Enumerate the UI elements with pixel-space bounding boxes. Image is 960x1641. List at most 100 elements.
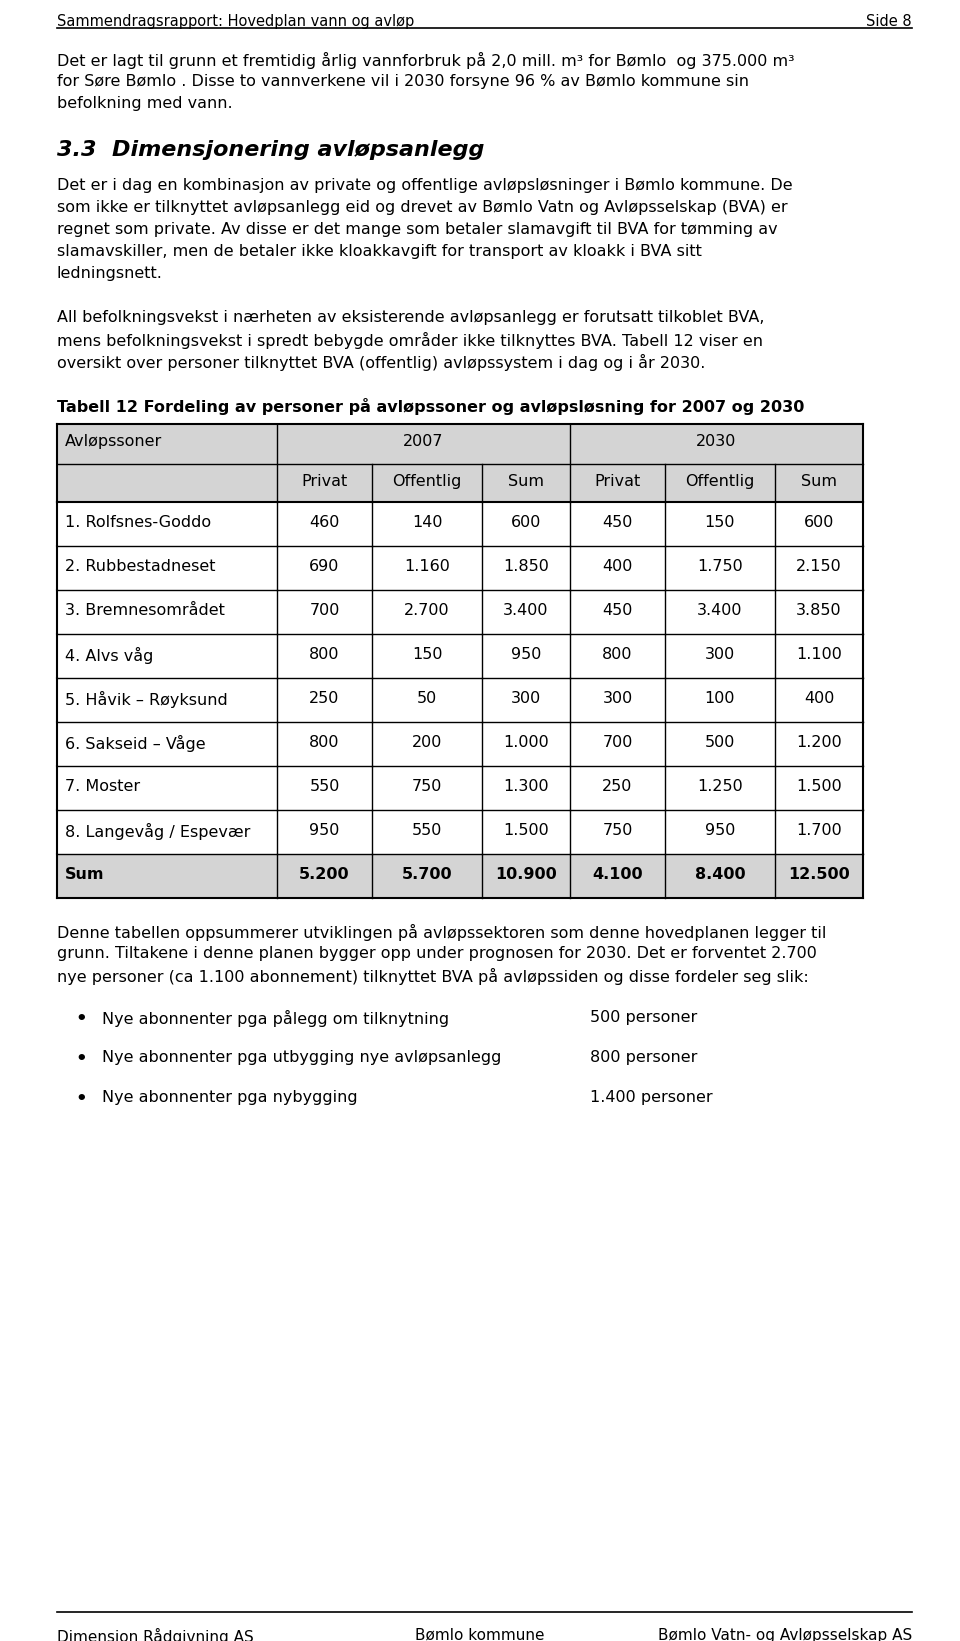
Text: 3.3  Dimensjonering avløpsanlegg: 3.3 Dimensjonering avløpsanlegg — [57, 139, 485, 161]
Text: 5. Håvik – Røyksund: 5. Håvik – Røyksund — [65, 691, 228, 707]
Text: 10.900: 10.900 — [495, 866, 557, 881]
Text: 450: 450 — [602, 515, 633, 530]
Text: Det er lagt til grunn et fremtidig årlig vannforbruk på 2,0 mill. m³ for Bømlo  : Det er lagt til grunn et fremtidig årlig… — [57, 53, 795, 69]
Text: 1.850: 1.850 — [503, 560, 549, 574]
Text: 1.000: 1.000 — [503, 735, 549, 750]
Text: 800: 800 — [602, 647, 633, 661]
Text: slamavskiller, men de betaler ikke kloakkavgift for transport av kloakk i BVA si: slamavskiller, men de betaler ikke kloak… — [57, 245, 702, 259]
Text: 1.300: 1.300 — [503, 779, 549, 794]
Text: 2. Rubbestadneset: 2. Rubbestadneset — [65, 560, 215, 574]
Text: 8.400: 8.400 — [695, 866, 745, 881]
Bar — [57, 423, 863, 502]
Text: 1.500: 1.500 — [503, 824, 549, 839]
Text: regnet som private. Av disse er det mange som betaler slamavgift til BVA for tøm: regnet som private. Av disse er det mang… — [57, 222, 778, 236]
Text: 3.850: 3.850 — [796, 602, 842, 619]
Text: 3.400: 3.400 — [697, 602, 743, 619]
Text: 700: 700 — [309, 602, 340, 619]
Text: •: • — [75, 1050, 86, 1068]
Text: 300: 300 — [705, 647, 735, 661]
Text: nye personer (ca 1.100 abonnement) tilknyttet BVA på avløpssiden og disse fordel: nye personer (ca 1.100 abonnement) tilkn… — [57, 968, 808, 985]
Text: 5.700: 5.700 — [401, 866, 452, 881]
Text: 450: 450 — [602, 602, 633, 619]
Text: 950: 950 — [511, 647, 541, 661]
Text: for Søre Bømlo . Disse to vannverkene vil i 2030 forsyne 96 % av Bømlo kommune s: for Søre Bømlo . Disse to vannverkene vi… — [57, 74, 749, 89]
Bar — [57, 853, 863, 898]
Text: 460: 460 — [309, 515, 340, 530]
Text: 550: 550 — [412, 824, 443, 839]
Text: 1.700: 1.700 — [796, 824, 842, 839]
Text: Privat: Privat — [594, 474, 640, 489]
Text: 800: 800 — [309, 647, 340, 661]
Text: 600: 600 — [511, 515, 541, 530]
Text: 1. Rolfsnes-Goddo: 1. Rolfsnes-Goddo — [65, 515, 211, 530]
Text: Sum: Sum — [65, 866, 105, 881]
Text: Dimensjon Rådgivning AS: Dimensjon Rådgivning AS — [57, 1628, 253, 1641]
Text: Sum: Sum — [801, 474, 837, 489]
Text: 250: 250 — [602, 779, 633, 794]
Text: mens befolkningsvekst i spredt bebygde områder ikke tilknyttes BVA. Tabell 12 vi: mens befolkningsvekst i spredt bebygde o… — [57, 331, 763, 350]
Text: 700: 700 — [602, 735, 633, 750]
Text: 550: 550 — [309, 779, 340, 794]
Text: 8. Langevåg / Espevær: 8. Langevåg / Espevær — [65, 824, 251, 840]
Text: 2030: 2030 — [696, 433, 736, 450]
Text: Offentlig: Offentlig — [393, 474, 462, 489]
Text: 300: 300 — [602, 691, 633, 706]
Text: 200: 200 — [412, 735, 443, 750]
Text: 2.150: 2.150 — [796, 560, 842, 574]
Text: befolkning med vann.: befolkning med vann. — [57, 97, 232, 112]
Text: Tabell 12 Fordeling av personer på avløpssoner og avløpsløsning for 2007 og 2030: Tabell 12 Fordeling av personer på avløp… — [57, 399, 804, 415]
Text: •: • — [75, 1090, 86, 1108]
Text: 6. Sakseid – Våge: 6. Sakseid – Våge — [65, 735, 205, 752]
Text: 400: 400 — [602, 560, 633, 574]
Text: 400: 400 — [804, 691, 834, 706]
Text: Privat: Privat — [301, 474, 348, 489]
Text: 1.400 personer: 1.400 personer — [590, 1090, 712, 1104]
Text: Denne tabellen oppsummerer utviklingen på avløpssektoren som denne hovedplanen l: Denne tabellen oppsummerer utviklingen p… — [57, 924, 827, 940]
Text: 1.160: 1.160 — [404, 560, 450, 574]
Text: 750: 750 — [412, 779, 443, 794]
Text: Offentlig: Offentlig — [685, 474, 755, 489]
Text: som ikke er tilknyttet avløpsanlegg eid og drevet av Bømlo Vatn og Avløpsselskap: som ikke er tilknyttet avløpsanlegg eid … — [57, 200, 787, 215]
Text: Side 8: Side 8 — [866, 15, 912, 30]
Text: 4.100: 4.100 — [592, 866, 643, 881]
Text: 1.100: 1.100 — [796, 647, 842, 661]
Text: 1.500: 1.500 — [796, 779, 842, 794]
Text: Det er i dag en kombinasjon av private og offentlige avløpsløsninger i Bømlo kom: Det er i dag en kombinasjon av private o… — [57, 177, 793, 194]
Text: ledningsnett.: ledningsnett. — [57, 266, 163, 281]
Text: 800: 800 — [309, 735, 340, 750]
Text: Avløpssoner: Avløpssoner — [65, 433, 162, 450]
Text: 690: 690 — [309, 560, 340, 574]
Text: 50: 50 — [417, 691, 437, 706]
Text: 250: 250 — [309, 691, 340, 706]
Text: 3. Bremnesområdet: 3. Bremnesområdet — [65, 602, 225, 619]
Text: 1.200: 1.200 — [796, 735, 842, 750]
Text: 950: 950 — [705, 824, 735, 839]
Text: 3.400: 3.400 — [503, 602, 549, 619]
Text: 800 personer: 800 personer — [590, 1050, 697, 1065]
Text: 1.250: 1.250 — [697, 779, 743, 794]
Text: Bømlo Vatn- og Avløpsselskap AS: Bømlo Vatn- og Avløpsselskap AS — [658, 1628, 912, 1641]
Text: 500: 500 — [705, 735, 735, 750]
Text: 12.500: 12.500 — [788, 866, 850, 881]
Text: •: • — [75, 1009, 86, 1027]
Text: 140: 140 — [412, 515, 443, 530]
Text: 500 personer: 500 personer — [590, 1009, 697, 1026]
Text: Sammendragsrapport: Hovedplan vann og avløp: Sammendragsrapport: Hovedplan vann og av… — [57, 15, 415, 30]
Text: 750: 750 — [602, 824, 633, 839]
Text: 2.700: 2.700 — [404, 602, 450, 619]
Text: Sum: Sum — [508, 474, 544, 489]
Text: 4. Alvs våg: 4. Alvs våg — [65, 647, 154, 665]
Text: Nye abonnenter pga nybygging: Nye abonnenter pga nybygging — [102, 1090, 358, 1104]
Text: 1.750: 1.750 — [697, 560, 743, 574]
Text: 100: 100 — [705, 691, 735, 706]
Text: 150: 150 — [705, 515, 735, 530]
Text: 150: 150 — [412, 647, 443, 661]
Text: 2007: 2007 — [403, 433, 444, 450]
Text: Nye abonnenter pga utbygging nye avløpsanlegg: Nye abonnenter pga utbygging nye avløpsa… — [102, 1050, 501, 1065]
Text: 950: 950 — [309, 824, 340, 839]
Text: oversikt over personer tilknyttet BVA (offentlig) avløpssystem i dag og i år 203: oversikt over personer tilknyttet BVA (o… — [57, 354, 706, 371]
Text: Nye abonnenter pga pålegg om tilknytning: Nye abonnenter pga pålegg om tilknytning — [102, 1009, 449, 1027]
Text: grunn. Tiltakene i denne planen bygger opp under prognosen for 2030. Det er forv: grunn. Tiltakene i denne planen bygger o… — [57, 945, 817, 962]
Text: 600: 600 — [804, 515, 834, 530]
Text: All befolkningsvekst i nærheten av eksisterende avløpsanlegg er forutsatt tilkob: All befolkningsvekst i nærheten av eksis… — [57, 310, 764, 325]
